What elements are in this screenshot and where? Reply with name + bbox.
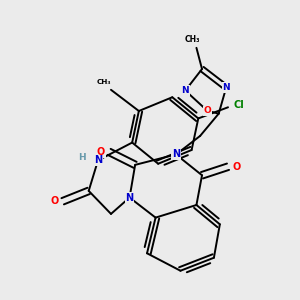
Text: N: N	[172, 149, 180, 160]
Text: N: N	[182, 86, 189, 95]
Text: O: O	[232, 162, 240, 172]
Text: O: O	[204, 106, 212, 116]
Text: N: N	[222, 83, 230, 92]
Text: H: H	[79, 153, 86, 162]
Text: O: O	[50, 196, 59, 206]
Text: CH₃: CH₃	[184, 35, 200, 44]
Text: CH₃: CH₃	[97, 80, 112, 85]
Text: N: N	[125, 193, 134, 202]
Text: O: O	[97, 147, 105, 157]
Text: Cl: Cl	[233, 100, 244, 110]
Text: N: N	[94, 155, 102, 165]
